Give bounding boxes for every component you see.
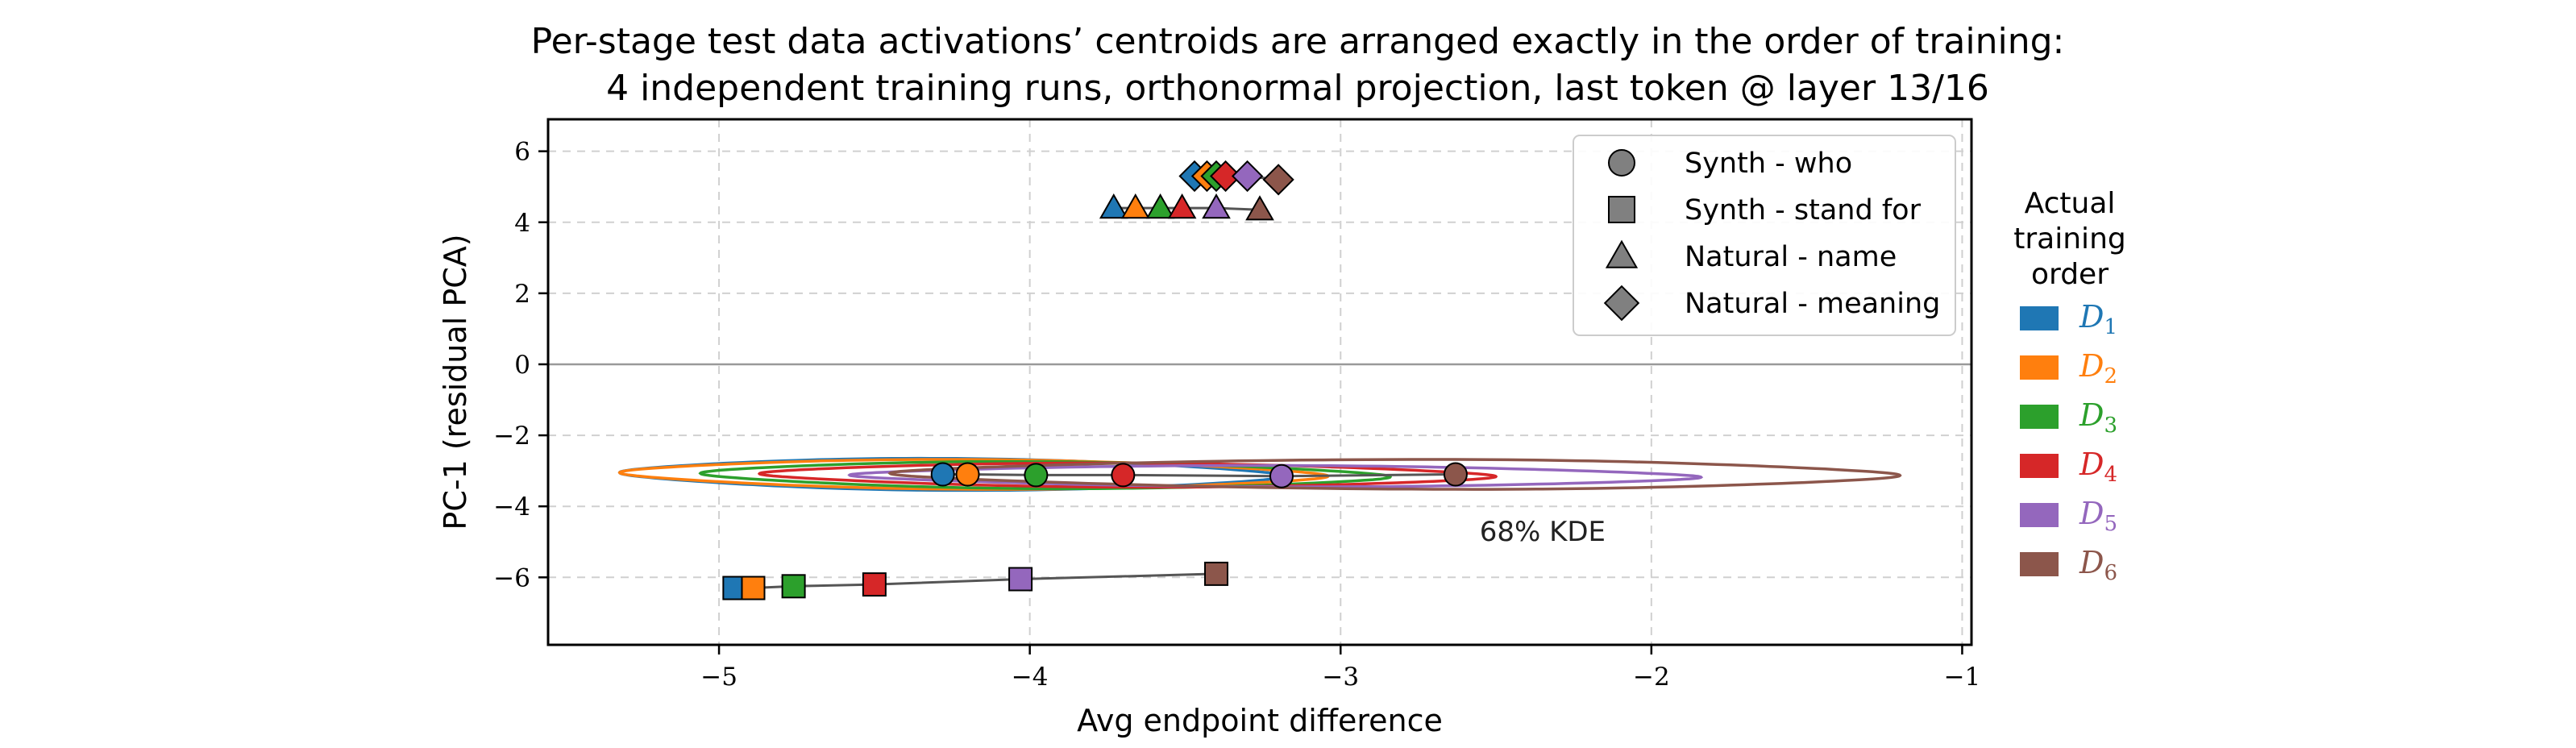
legend-label: Natural - meaning [1685, 288, 1940, 320]
legend-marker-circle [1608, 149, 1635, 177]
kde-contours [617, 456, 1902, 492]
order-title-line-2: training [2013, 222, 2125, 256]
y-tick-label: 0 [514, 351, 530, 380]
marker-legend: Synth - who Synth - stand for Natural - na… [1573, 135, 1956, 336]
kde-contour-d6 [887, 458, 1902, 491]
order-title-line-1: Actual [2025, 187, 2116, 220]
x-tick-label: −3 [1322, 663, 1359, 692]
chart-title: Per-stage test data activations’ centroi… [531, 21, 2065, 109]
y-tick-label: 6 [514, 138, 530, 167]
circle-point-d3 [1024, 463, 1049, 488]
legend-frame [1573, 135, 1956, 336]
square-point-d5 [1008, 567, 1033, 592]
circle-point-d2 [955, 462, 980, 487]
kde-contour-d5 [847, 463, 1704, 488]
triangle-point-d3 [1145, 193, 1175, 219]
data-markers [722, 160, 1468, 600]
triangle-point-d6 [1245, 195, 1274, 221]
axis-ticks: −5 −4 −3 −2 −1 −6 −4 −2 0 2 4 6 [493, 138, 1980, 692]
title-line-1: Per-stage test data activations’ centroi… [531, 21, 2065, 62]
triangle-point-d4 [1167, 193, 1197, 219]
y-tick-label: 4 [514, 209, 530, 238]
x-axis-label: Avg endpoint difference [1077, 703, 1443, 738]
triangle-point-d5 [1202, 193, 1231, 219]
x-tick-label: −5 [700, 663, 737, 692]
order-label-d1: D1 [2079, 299, 2117, 339]
order-label-d2: D2 [2079, 348, 2117, 389]
order-label-d3: D3 [2079, 397, 2117, 438]
x-tick-label: −2 [1633, 663, 1670, 692]
legend-label: Synth - stand for [1685, 194, 1922, 226]
circle-point-d1 [930, 462, 955, 487]
square-point-d3 [781, 574, 806, 599]
order-swatch [2020, 405, 2059, 429]
square-point-d6 [1204, 561, 1229, 586]
diamond-point-d5 [1231, 160, 1264, 193]
y-axis-label: PC-1 (residual PCA) [438, 234, 473, 530]
connector-circle [942, 473, 1456, 478]
y-tick-label: −6 [493, 563, 530, 592]
x-tick-label: −1 [1944, 663, 1981, 692]
diamond-point-d6 [1262, 164, 1294, 196]
order-label-d5: D5 [2079, 496, 2117, 536]
legend-marker-triangle [1605, 239, 1639, 268]
legend-marker-diamond [1603, 285, 1640, 322]
order-swatch [2020, 503, 2059, 527]
legend-label: Synth - who [1685, 148, 1852, 180]
title-line-2: 4 independent training runs, orthonormal… [606, 68, 1989, 109]
plot-frame [546, 118, 1973, 646]
series-connectors [734, 175, 1456, 589]
circle-point-d4 [1111, 463, 1136, 488]
diamond-point-d4 [1209, 160, 1242, 193]
connector-square [734, 572, 1217, 589]
circle-point-d6 [1443, 462, 1468, 487]
order-title-line-3: order [2031, 258, 2109, 291]
y-tick-label: 2 [514, 280, 530, 309]
square-point-d2 [741, 576, 766, 600]
y-tick-label: −4 [493, 492, 530, 522]
order-swatch [2020, 552, 2059, 576]
square-point-d4 [862, 572, 887, 597]
legend-marker-square [1608, 196, 1635, 223]
training-order-legend: Actual training order D1 D2 D3 D4 D5 D6 [2013, 187, 2125, 585]
y-tick-label: −2 [493, 422, 530, 451]
order-swatch [2020, 306, 2059, 330]
order-label-d4: D4 [2079, 447, 2117, 487]
order-label-d6: D6 [2079, 545, 2117, 585]
x-tick-label: −4 [1012, 663, 1049, 692]
kde-annotation: 68% KDE [1480, 516, 1606, 548]
order-swatch [2020, 355, 2059, 380]
order-swatch [2020, 454, 2059, 478]
triangle-point-d1 [1099, 193, 1128, 219]
circle-point-d5 [1269, 463, 1294, 488]
triangle-point-d2 [1120, 193, 1150, 219]
legend-label: Natural - name [1685, 241, 1897, 273]
